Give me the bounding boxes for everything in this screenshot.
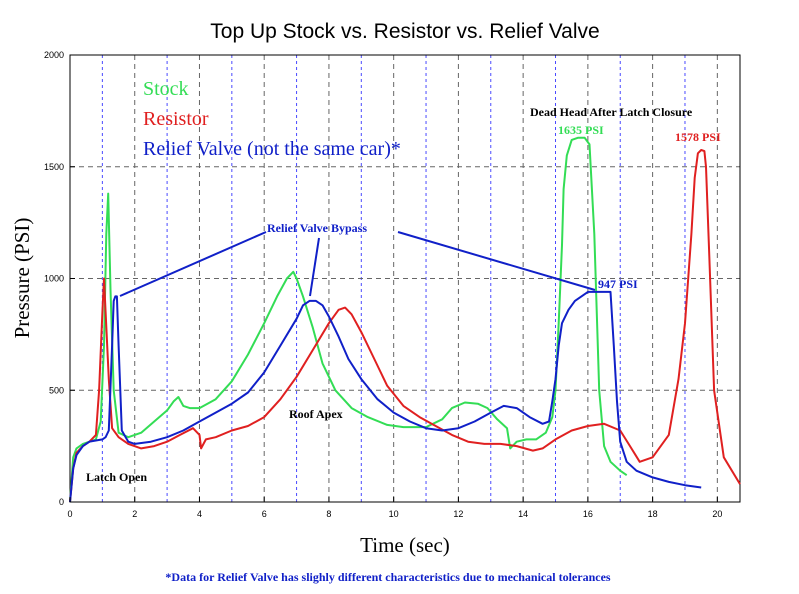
x-tick-label: 12 bbox=[453, 509, 463, 519]
annotation-relief-bypass: Relief Valve Bypass bbox=[267, 221, 367, 235]
y-tick-label: 1500 bbox=[44, 162, 64, 172]
chart-title: Top Up Stock vs. Resistor vs. Relief Val… bbox=[210, 20, 599, 43]
annotation-latch-open: Latch Open bbox=[86, 470, 147, 484]
y-tick-label: 500 bbox=[49, 385, 64, 395]
y-tick-label: 2000 bbox=[44, 50, 64, 60]
bypass-arrow-middle bbox=[309, 237, 320, 297]
y-tick-label: 0 bbox=[59, 497, 64, 507]
x-tick-label: 14 bbox=[518, 509, 528, 519]
legend-relief-valve: Relief Valve (not the same car)* bbox=[143, 138, 401, 160]
x-tick-label: 4 bbox=[197, 509, 202, 519]
series-line-relief-valve bbox=[69, 290, 702, 503]
y-axis-label: Pressure (PSI) bbox=[10, 218, 34, 339]
x-axis-label: Time (sec) bbox=[360, 533, 450, 557]
series-line-stock bbox=[69, 136, 628, 503]
x-tick-label: 0 bbox=[67, 509, 72, 519]
ticks: 0 2 4 6 8 10 12 14 16 18 20 0 500 1000 1500 2000 bbox=[44, 50, 722, 519]
annotation-roof-apex: Roof Apex bbox=[289, 407, 343, 421]
legend-stock: Stock bbox=[143, 78, 189, 100]
bypass-callout bbox=[119, 231, 596, 297]
annotation-stock-peak: 1635 PSI bbox=[558, 123, 604, 137]
legend-resistor: Resistor bbox=[143, 108, 209, 130]
footnote: *Data for Relief Valve has slighly diffe… bbox=[165, 570, 610, 584]
bypass-arrow-left bbox=[119, 231, 267, 297]
bypass-arrow-right bbox=[397, 231, 596, 291]
annotation-relief-peak: 947 PSI bbox=[598, 277, 638, 291]
series-line-resistor bbox=[69, 149, 741, 503]
x-tick-label: 8 bbox=[326, 509, 331, 519]
x-tick-label: 10 bbox=[389, 509, 399, 519]
series-layer bbox=[69, 136, 741, 503]
annotation-resistor-peak: 1578 PSI bbox=[675, 130, 721, 144]
x-tick-label: 20 bbox=[712, 509, 722, 519]
x-tick-label: 6 bbox=[262, 509, 267, 519]
y-tick-label: 1000 bbox=[44, 274, 64, 284]
x-tick-label: 18 bbox=[648, 509, 658, 519]
x-tick-label: 2 bbox=[132, 509, 137, 519]
x-tick-label: 16 bbox=[583, 509, 593, 519]
annotation-dead-head: Dead Head After Latch Closure bbox=[530, 105, 693, 119]
